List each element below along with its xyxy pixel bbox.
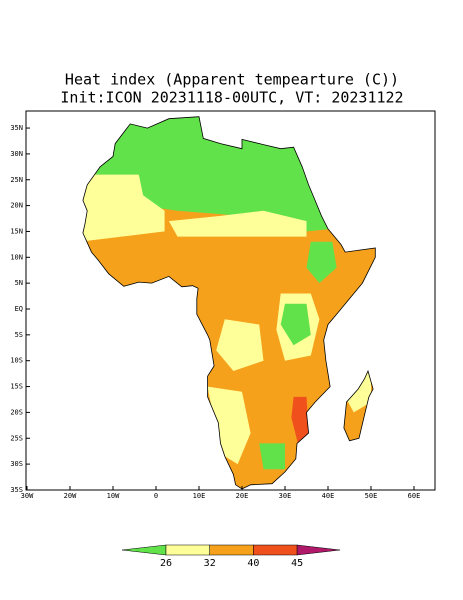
lon-label: 20W [64, 492, 77, 500]
heat-zone [82, 174, 165, 242]
colorbar-label: 40 [247, 558, 259, 569]
colorbar-segment [121, 544, 167, 556]
heat-zone [280, 303, 311, 346]
heat-zone [259, 443, 285, 470]
lat-label: 20S [10, 408, 23, 416]
heat-zone [291, 396, 309, 444]
heat-zone [207, 386, 251, 465]
lon-label: 30E [279, 492, 292, 500]
lon-label: 0 [154, 492, 158, 500]
map-subtitle: Init:ICON 20231118-00UTC, VT: 20231122 [60, 89, 403, 107]
lon-label: 10E [193, 492, 206, 500]
lon-label: 10W [107, 492, 120, 500]
colorbar-label: 32 [204, 558, 216, 569]
lon-label: 20E [236, 492, 249, 500]
lat-label: 15N [10, 227, 23, 235]
lat-label: 5S [15, 331, 23, 339]
map-title: Heat index (Apparent tempearture (C)) [65, 71, 399, 89]
lat-label: 30N [10, 150, 23, 158]
heat-zone [216, 319, 264, 371]
colorbar-segment [165, 544, 210, 556]
lat-label: EQ [15, 305, 23, 313]
lon-label: 50E [365, 492, 378, 500]
lat-label: 35N [10, 124, 23, 132]
lat-label: 15S [10, 383, 23, 391]
lat-label: 25S [10, 434, 23, 442]
colorbar-segment [253, 544, 298, 556]
lat-label: 35S [10, 486, 23, 494]
colorbar-label: 26 [160, 558, 172, 569]
lat-label: 20N [10, 202, 23, 210]
colorbar-segment [296, 544, 341, 556]
lat-label: 10S [10, 357, 23, 365]
colorbar-label: 45 [291, 558, 303, 569]
lon-label: 30W [21, 492, 34, 500]
heat-zone [306, 241, 337, 284]
lat-label: 10N [10, 253, 23, 261]
coastline [82, 116, 376, 490]
axis-labels: 35N 30N 25N 20N 15N 10N 5N EQ 5S 10S 15S 20S 25S 30S 3… [10, 124, 420, 500]
colorbar: 26 32 40 45 [121, 544, 341, 569]
lon-label: 40E [322, 492, 335, 500]
heat-zone [168, 210, 307, 237]
lat-label: 30S [10, 460, 23, 468]
lat-label: 5N [15, 279, 23, 287]
lat-label: 25N [10, 176, 23, 184]
lon-label: 60E [408, 492, 421, 500]
colorbar-segment [209, 544, 254, 556]
